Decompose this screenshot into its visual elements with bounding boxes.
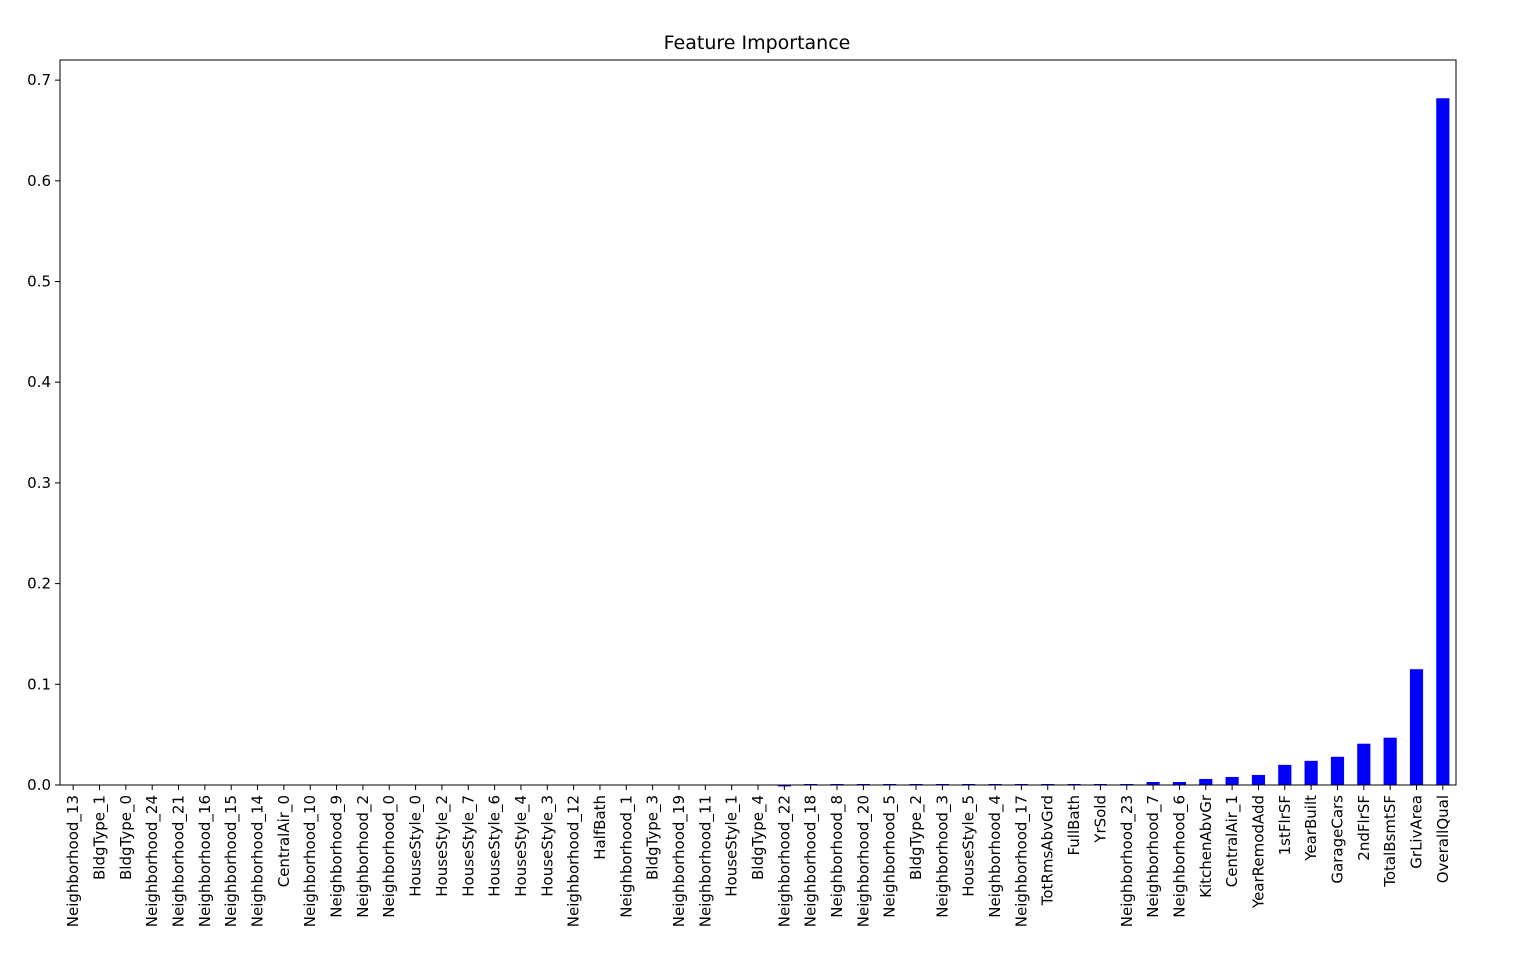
x-tick-label: Neighborhood_21 — [170, 795, 189, 927]
x-tick-label: Neighborhood_19 — [670, 795, 689, 927]
x-tick-label: Neighborhood_10 — [301, 795, 320, 927]
x-tick-label: CentralAir_1 — [1223, 795, 1242, 887]
x-tick-label: Neighborhood_14 — [249, 795, 268, 927]
x-tick-label: HouseStyle_5 — [960, 795, 979, 897]
x-tick-label: Neighborhood_22 — [775, 795, 794, 927]
x-tick-label: Neighborhood_1 — [617, 795, 636, 918]
x-tick-label: 1stFlrSF — [1276, 795, 1294, 855]
y-tick-label: 0.5 — [27, 273, 51, 291]
bar — [1330, 756, 1345, 785]
x-tick-label: KitchenAbvGr — [1197, 794, 1215, 898]
x-tick-label: Neighborhood_17 — [1012, 795, 1031, 927]
x-tick-label: HouseStyle_0 — [407, 795, 426, 897]
bar — [1383, 737, 1397, 785]
x-tick-label: Neighborhood_18 — [802, 795, 821, 927]
x-tick-label: HouseStyle_4 — [512, 795, 531, 897]
x-tick-label: Neighborhood_6 — [1170, 795, 1189, 918]
bar — [1146, 781, 1160, 785]
bar — [1357, 743, 1371, 785]
bar — [1436, 98, 1450, 785]
x-tick-label: HouseStyle_3 — [538, 795, 557, 897]
bar — [1409, 669, 1424, 785]
x-tick-label: HouseStyle_6 — [486, 795, 505, 897]
y-tick-label: 0.6 — [27, 172, 51, 190]
x-tick-label: HalfBath — [591, 795, 609, 860]
x-tick-label: Neighborhood_8 — [828, 795, 847, 918]
y-tick-label: 0.7 — [27, 71, 51, 89]
x-tick-label: Neighborhood_3 — [933, 795, 952, 918]
x-tick-label: CentralAir_0 — [275, 795, 294, 887]
x-tick-label: Neighborhood_2 — [354, 795, 373, 918]
y-tick-label: 0.1 — [27, 675, 51, 693]
x-tick-label: Neighborhood_9 — [328, 795, 347, 918]
x-tick-label: Neighborhood_13 — [64, 795, 83, 927]
x-tick-label: Neighborhood_0 — [380, 795, 399, 918]
x-tick-label: GarageCars — [1328, 795, 1346, 884]
x-tick-label: BldgType_0 — [117, 795, 136, 880]
x-tick-label: BldgType_3 — [644, 795, 663, 880]
x-axis: Neighborhood_13 BldgType_1 BldgType_0 Neigh… — [64, 785, 1452, 927]
x-tick-label: Neighborhood_20 — [854, 795, 873, 927]
y-tick-label: 0.3 — [27, 474, 51, 492]
x-tick-label: FullBath — [1065, 795, 1083, 856]
x-tick-label: YearBuilt — [1302, 795, 1320, 862]
x-tick-label: Neighborhood_11 — [696, 795, 715, 927]
bar — [1304, 760, 1318, 785]
x-tick-label: 2ndFlrSF — [1355, 795, 1373, 861]
y-tick-label: 0.0 — [27, 776, 51, 794]
x-tick-label: YrSold — [1091, 795, 1109, 844]
x-tick-label: YearRemodAdd — [1249, 795, 1267, 909]
chart-title: Feature Importance — [664, 32, 851, 54]
x-tick-label: Neighborhood_23 — [1118, 795, 1137, 927]
x-tick-label: GrLivArea — [1407, 795, 1425, 869]
x-tick-label: HouseStyle_7 — [459, 795, 478, 897]
y-tick-label: 0.4 — [27, 373, 51, 391]
x-tick-label: HouseStyle_1 — [723, 795, 742, 897]
x-tick-label: Neighborhood_4 — [986, 795, 1005, 918]
bar — [1172, 781, 1187, 785]
y-axis: 0.0 0.1 0.2 0.3 0.4 0.5 0.6 0.7 — [27, 71, 60, 794]
y-tick-label: 0.2 — [27, 575, 51, 593]
x-tick-label: TotalBsmtSF — [1381, 795, 1399, 888]
x-tick-label: Neighborhood_12 — [565, 795, 584, 927]
x-tick-label: Neighborhood_24 — [143, 795, 162, 927]
bar — [1278, 764, 1292, 785]
x-tick-label: Neighborhood_15 — [222, 795, 241, 927]
bar — [1225, 776, 1239, 785]
x-tick-label: Neighborhood_7 — [1144, 795, 1163, 918]
x-tick-label: BldgType_1 — [91, 795, 110, 880]
x-tick-label: OverallQual — [1434, 795, 1452, 883]
x-tick-label: BldgType_4 — [749, 795, 768, 880]
x-tick-label: BldgType_2 — [907, 795, 926, 880]
x-tick-label: HouseStyle_2 — [433, 795, 452, 897]
bars-group — [777, 98, 1450, 787]
bar — [1199, 778, 1213, 785]
x-tick-label: TotRmsAbvGrd — [1039, 795, 1057, 906]
plot-frame — [59, 59, 1457, 786]
x-tick-label: Neighborhood_5 — [881, 795, 900, 918]
bar — [1251, 774, 1266, 785]
x-tick-label: Neighborhood_16 — [196, 795, 215, 927]
